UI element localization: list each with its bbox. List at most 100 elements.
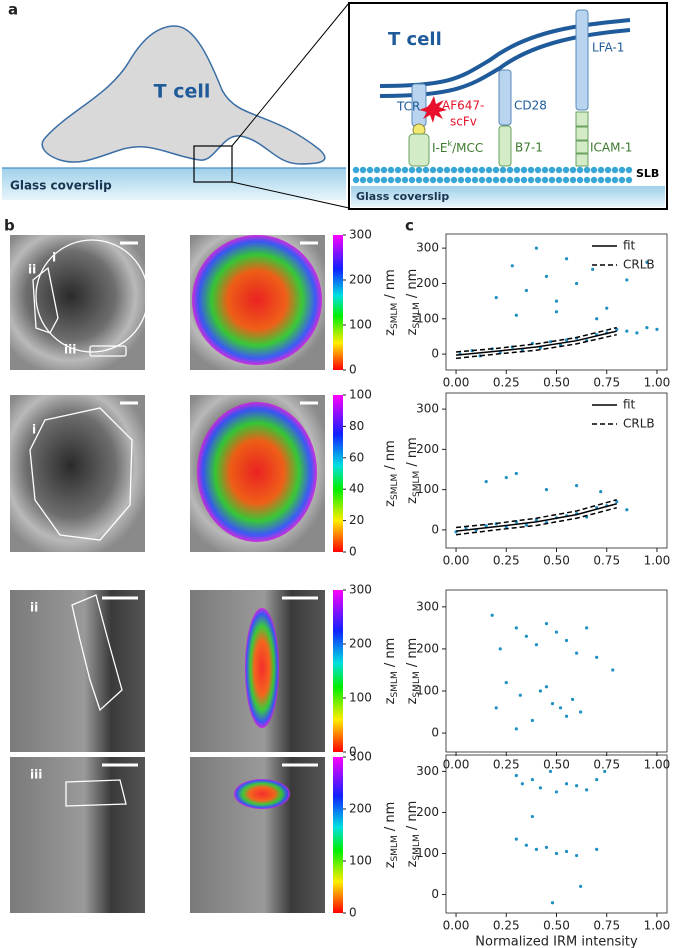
colorbar-tick-label: 0 xyxy=(349,906,357,920)
lfa-1 xyxy=(575,9,589,111)
point xyxy=(574,784,579,788)
point xyxy=(514,773,518,778)
mhc-rest: /MCC xyxy=(452,141,483,155)
point xyxy=(530,778,534,782)
axis-label: zSMLM / nm xyxy=(405,638,422,705)
colorbar-tick-label: 60 xyxy=(349,450,364,464)
axis-label: zSMLM / nm xyxy=(383,269,400,336)
lipid xyxy=(359,166,367,174)
label-unit: / nm xyxy=(405,269,420,303)
lipid xyxy=(527,166,535,174)
slb xyxy=(352,166,633,184)
x-tick-label: 0.25 xyxy=(493,554,520,568)
y-tick-label: 200 xyxy=(416,276,439,290)
axis-label: zSMLM / nm xyxy=(383,440,400,507)
y-tick-label: 300 xyxy=(416,764,439,778)
x-tick-label: 0.00 xyxy=(443,919,470,933)
tcr-label: TCR xyxy=(396,100,420,114)
lipid xyxy=(499,176,507,184)
label-main: z xyxy=(383,697,398,704)
point xyxy=(524,288,528,293)
axis-label: zSMLM / nm xyxy=(405,437,422,504)
legend-label: fit xyxy=(623,398,636,412)
plot-frame xyxy=(445,754,668,914)
point xyxy=(579,884,583,888)
point xyxy=(595,847,599,851)
localization-map xyxy=(197,402,317,542)
point xyxy=(514,837,518,841)
micrograph xyxy=(10,235,145,370)
point xyxy=(548,769,553,774)
legend-label: CRLB xyxy=(623,417,655,431)
micrograph xyxy=(10,757,145,913)
lipid xyxy=(527,176,535,184)
point xyxy=(510,264,514,268)
point xyxy=(484,479,488,484)
point xyxy=(585,788,589,792)
point xyxy=(564,714,569,718)
point xyxy=(605,306,609,310)
inset-coverslip-label: Glass coverslip xyxy=(356,190,449,203)
icam-segment xyxy=(575,140,589,154)
point xyxy=(579,710,583,714)
lipid xyxy=(534,176,542,184)
micrograph xyxy=(10,590,145,752)
lipid xyxy=(415,166,423,174)
lipid xyxy=(548,166,556,174)
y-tick-label: 0 xyxy=(431,347,439,361)
label-main: z xyxy=(383,861,398,868)
point xyxy=(524,523,528,527)
point xyxy=(504,475,508,480)
lipid xyxy=(618,176,626,184)
point xyxy=(625,278,629,282)
label-main: z xyxy=(405,328,420,335)
point xyxy=(494,295,498,300)
point xyxy=(524,843,528,847)
colorbar-tick-label: 100 xyxy=(349,854,372,868)
fit-line xyxy=(455,507,617,536)
point xyxy=(494,706,498,710)
cd28-label: CD28 xyxy=(514,99,547,113)
axis-label: zSMLM / nm xyxy=(383,802,400,869)
region-outline xyxy=(32,266,59,334)
point xyxy=(514,471,518,476)
x-tick-label: 0.75 xyxy=(593,919,620,933)
lipid xyxy=(387,176,395,184)
legend-label: fit xyxy=(623,239,636,253)
lipid xyxy=(583,166,591,174)
point xyxy=(591,267,595,271)
lipid xyxy=(359,176,367,184)
lipid xyxy=(457,166,465,174)
label-main: z xyxy=(405,497,420,504)
label-sub: SMLM xyxy=(390,303,400,329)
region-label: ii xyxy=(28,263,36,277)
label-unit: / nm xyxy=(383,440,398,474)
axis-label: zSMLM / nm xyxy=(405,801,422,868)
lipid xyxy=(597,166,605,174)
colorbar-tick-label: 300 xyxy=(349,228,372,242)
label-sub: SMLM xyxy=(412,302,422,328)
b7-1 xyxy=(498,125,512,167)
point xyxy=(534,847,539,851)
icam-segment xyxy=(575,153,589,167)
lipid xyxy=(443,176,451,184)
lipid xyxy=(590,166,598,174)
lipid xyxy=(625,176,633,184)
point xyxy=(574,281,579,286)
point xyxy=(504,680,508,685)
x-tick-label: 0.75 xyxy=(593,554,620,568)
point xyxy=(558,706,563,710)
lipid xyxy=(611,166,619,174)
probe-label: AF647- xyxy=(442,99,484,113)
point xyxy=(514,727,518,731)
lipid xyxy=(464,166,472,174)
point xyxy=(585,626,589,630)
label-sub: SMLM xyxy=(412,834,422,860)
mhc-label: I-Ek/MCC xyxy=(432,139,483,155)
label-main: z xyxy=(405,860,420,867)
point xyxy=(538,786,543,790)
lipid xyxy=(352,176,360,184)
lipid xyxy=(450,166,458,174)
point xyxy=(625,508,629,512)
coverslip-label: Glass coverslip xyxy=(10,179,112,193)
